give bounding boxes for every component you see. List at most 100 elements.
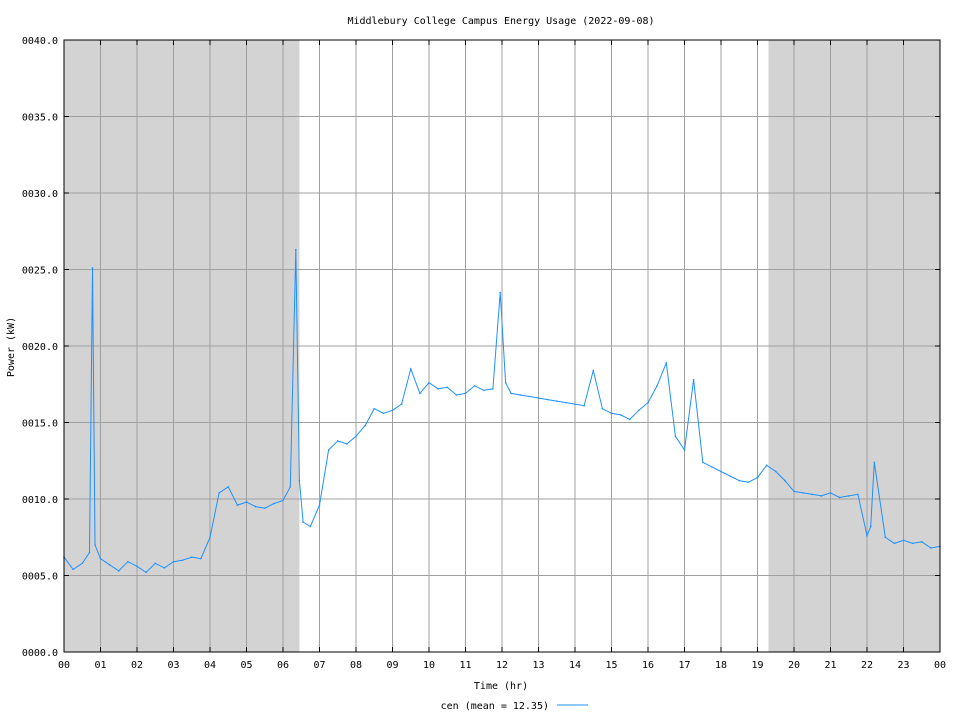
data-point: [729, 475, 731, 477]
data-point: [884, 536, 887, 539]
data-point: [391, 409, 394, 412]
data-point: [765, 464, 768, 467]
y-tick-label: 0030.0: [22, 189, 58, 200]
data-point: [437, 388, 439, 390]
data-point: [546, 398, 549, 401]
data-point: [747, 481, 750, 483]
data-point: [145, 571, 147, 574]
data-point: [227, 485, 230, 488]
x-tick-label: 00: [58, 660, 70, 671]
data-point: [419, 392, 421, 395]
data-point: [738, 479, 741, 482]
data-point: [537, 397, 540, 399]
data-point: [346, 443, 348, 445]
data-point: [601, 407, 604, 410]
x-tick-label: 15: [605, 660, 617, 671]
x-tick-label: 23: [897, 660, 909, 671]
data-point: [236, 504, 239, 506]
x-tick-label: 09: [386, 660, 398, 671]
x-axis-label: Time (hr): [474, 681, 528, 692]
data-point: [294, 248, 297, 251]
data-point: [510, 392, 512, 395]
data-point: [482, 389, 485, 392]
data-point: [847, 495, 850, 497]
data-point: [911, 542, 914, 545]
data-point: [838, 496, 841, 499]
data-point: [282, 499, 284, 502]
data-point: [711, 466, 713, 468]
data-point: [473, 384, 476, 387]
data-point: [309, 525, 312, 528]
y-tick-label: 0025.0: [22, 266, 58, 277]
x-tick-label: 17: [678, 660, 690, 671]
x-tick-label: 21: [824, 660, 836, 671]
data-point: [336, 440, 339, 442]
y-tick-label: 0035.0: [22, 113, 58, 124]
data-point: [638, 409, 640, 412]
y-tick-label: 0040.0: [22, 36, 58, 47]
data-point: [893, 542, 896, 545]
data-point: [665, 362, 668, 364]
data-point: [209, 536, 211, 539]
data-point: [720, 470, 722, 473]
data-point: [254, 505, 257, 508]
data-point: [302, 521, 304, 523]
data-point: [382, 412, 385, 415]
x-tick-label: 20: [788, 660, 800, 671]
x-tick-label: 03: [167, 660, 179, 671]
data-point: [555, 400, 558, 402]
x-tick-label: 01: [94, 660, 106, 671]
x-tick-label: 02: [131, 660, 143, 671]
x-tick-label: 11: [459, 660, 471, 671]
data-point: [218, 492, 220, 494]
data-point: [930, 547, 932, 549]
data-point: [289, 485, 292, 488]
data-point: [774, 470, 777, 473]
data-point: [273, 502, 275, 505]
data-point: [647, 401, 649, 404]
data-point: [108, 563, 111, 566]
data-point: [327, 449, 330, 451]
data-point: [784, 479, 786, 482]
data-point: [902, 539, 905, 542]
data-point: [263, 507, 266, 509]
data-point: [200, 557, 202, 560]
data-point: [829, 492, 832, 494]
data-point: [583, 404, 585, 407]
data-point: [499, 291, 501, 294]
data-point: [820, 495, 823, 497]
data-point: [446, 386, 449, 389]
data-point: [163, 567, 166, 569]
data-point: [692, 378, 695, 381]
data-point: [94, 544, 96, 546]
data-point: [920, 541, 923, 543]
data-point: [88, 551, 91, 554]
tick-marks: [63, 39, 941, 653]
data-point: [869, 525, 872, 528]
data-point: [628, 418, 631, 421]
data-point: [701, 461, 704, 464]
data-point: [355, 435, 357, 438]
x-tick-label: 19: [751, 660, 763, 671]
data-point: [866, 534, 868, 537]
legend-label: cen (mean = 12.35): [441, 701, 549, 712]
data-point: [190, 556, 193, 558]
y-tick-label: 0005.0: [22, 572, 58, 583]
data-point: [592, 369, 595, 372]
series-layer: [63, 248, 941, 574]
y-axis-label: Power (kW): [6, 317, 17, 377]
data-point: [298, 479, 301, 482]
data-point: [756, 476, 759, 479]
data-point: [802, 492, 804, 494]
x-tick-label: 05: [240, 660, 252, 671]
data-point: [245, 501, 248, 503]
x-tick-label: 13: [532, 660, 544, 671]
y-tick-label: 0015.0: [22, 419, 58, 430]
data-point: [610, 412, 613, 415]
data-point: [873, 461, 876, 464]
data-point: [528, 395, 531, 398]
data-point: [318, 504, 321, 506]
y-tick-label: 0020.0: [22, 342, 58, 353]
data-point: [811, 493, 814, 496]
